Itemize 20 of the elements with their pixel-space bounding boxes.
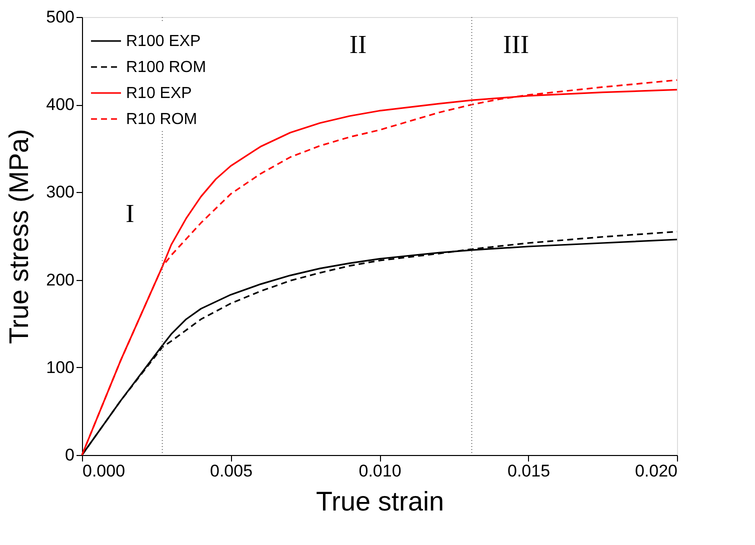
annotation: III	[503, 30, 529, 59]
y-tick-label: 400	[46, 95, 74, 114]
annotation: II	[349, 30, 367, 59]
x-tick-label: 0.020	[634, 462, 678, 480]
y-tick-label: 100	[46, 358, 74, 377]
legend-label: R100 EXP	[126, 33, 201, 50]
x-tick-label: 0.005	[210, 462, 253, 480]
y-tick-label: 200	[46, 270, 74, 290]
x-tick-label: 0.010	[358, 462, 402, 480]
x-tick-label: 0.015	[507, 462, 550, 480]
y-tick-label: 500	[46, 8, 74, 26]
legend-label: R10 ROM	[126, 111, 198, 128]
legend-label: R100 ROM	[126, 59, 206, 76]
legend-label: R10 EXP	[126, 85, 192, 102]
y-tick-label: 0	[65, 446, 74, 464]
x-axis-title: True strain	[316, 486, 444, 516]
annotation: I	[126, 199, 134, 228]
x-tick-label: 0.000	[82, 462, 126, 480]
y-axis-title: True stress (MPa)	[4, 128, 34, 344]
y-tick-label: 300	[46, 182, 74, 202]
